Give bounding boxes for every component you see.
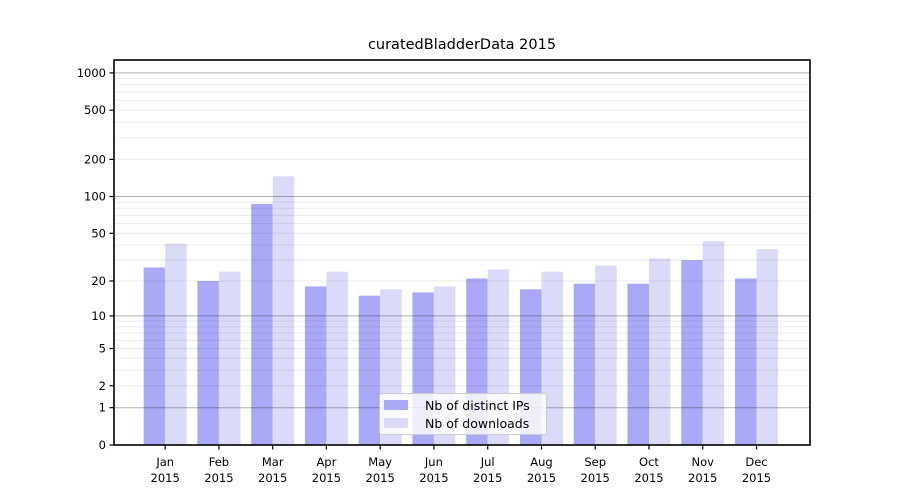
y-tick-label-5: 5 xyxy=(99,342,106,356)
x-tick-year-sep: 2015 xyxy=(581,471,610,485)
legend-item-downloads: Nb of downloads xyxy=(380,414,546,432)
legend-item-distinct-ips: Nb of distinct IPs xyxy=(380,396,546,414)
bar-downloads-nov xyxy=(702,241,725,445)
x-tick-year-feb: 2015 xyxy=(204,471,233,485)
bar-downloads-mar xyxy=(272,176,295,446)
x-tick-label-jan: Jan xyxy=(155,455,174,469)
plot-border xyxy=(113,59,811,446)
y-tick-label-2: 2 xyxy=(99,379,106,393)
legend-swatch-downloads-icon xyxy=(384,418,408,428)
x-tick-label-dec: Dec xyxy=(745,455,767,469)
bar-distinct-ips-feb xyxy=(197,281,219,445)
y-tick-label-200: 200 xyxy=(84,152,106,166)
y-tick-label-10: 10 xyxy=(91,309,106,323)
x-tick-label-oct: Oct xyxy=(639,455,659,469)
x-tick-year-jun: 2015 xyxy=(419,471,448,485)
x-tick-label-jul: Jul xyxy=(480,455,495,469)
y-tick-label-500: 500 xyxy=(84,103,106,117)
bar-downloads-sep xyxy=(595,265,617,445)
bar-distinct-ips-jan xyxy=(143,267,166,445)
x-tick-year-oct: 2015 xyxy=(634,471,663,485)
y-tick-label-1: 1 xyxy=(99,401,106,415)
x-tick-year-jan: 2015 xyxy=(151,471,180,485)
bar-downloads-jan xyxy=(165,243,187,445)
x-tick-year-mar: 2015 xyxy=(258,471,287,485)
y-tick-label-0: 0 xyxy=(99,438,106,452)
x-tick-year-may: 2015 xyxy=(366,471,395,485)
x-tick-label-nov: Nov xyxy=(691,455,714,469)
x-tick-label-sep: Sep xyxy=(584,455,606,469)
x-tick-year-dec: 2015 xyxy=(742,471,771,485)
bar-distinct-ips-oct xyxy=(627,283,649,445)
bar-distinct-ips-nov xyxy=(681,260,703,445)
bar-downloads-apr xyxy=(326,271,348,445)
x-tick-year-aug: 2015 xyxy=(527,471,556,485)
y-tick-label-100: 100 xyxy=(84,190,106,204)
legend-box: Nb of distinct IPs Nb of downloads xyxy=(379,393,547,435)
x-tick-label-aug: Aug xyxy=(530,455,552,469)
bar-downloads-dec xyxy=(756,249,778,445)
x-tick-year-apr: 2015 xyxy=(312,471,341,485)
x-tick-label-may: May xyxy=(368,455,392,469)
y-tick-label-50: 50 xyxy=(91,226,106,240)
legend-swatch-distinct-ips-icon xyxy=(384,400,408,410)
x-tick-year-jul: 2015 xyxy=(473,471,502,485)
bar-distinct-ips-mar xyxy=(251,203,273,445)
x-tick-label-apr: Apr xyxy=(316,455,336,469)
x-tick-year-nov: 2015 xyxy=(688,471,717,485)
chart-title: curatedBladderData 2015 xyxy=(367,37,557,53)
bar-distinct-ips-dec xyxy=(735,278,757,445)
y-tick-label-1000: 1000 xyxy=(77,66,106,80)
bar-distinct-ips-sep xyxy=(573,283,596,445)
bar-downloads-feb xyxy=(218,271,241,445)
legend-label-downloads: Nb of downloads xyxy=(425,415,530,431)
x-tick-label-mar: Mar xyxy=(262,455,284,469)
x-tick-label-jun: Jun xyxy=(424,455,443,469)
bar-downloads-oct xyxy=(649,258,671,445)
bar-distinct-ips-may xyxy=(358,295,381,445)
bar-distinct-ips-apr xyxy=(304,286,327,445)
x-tick-label-feb: Feb xyxy=(209,455,229,469)
legend-label-distinct-ips: Nb of distinct IPs xyxy=(425,397,530,413)
y-tick-label-20: 20 xyxy=(91,274,106,288)
